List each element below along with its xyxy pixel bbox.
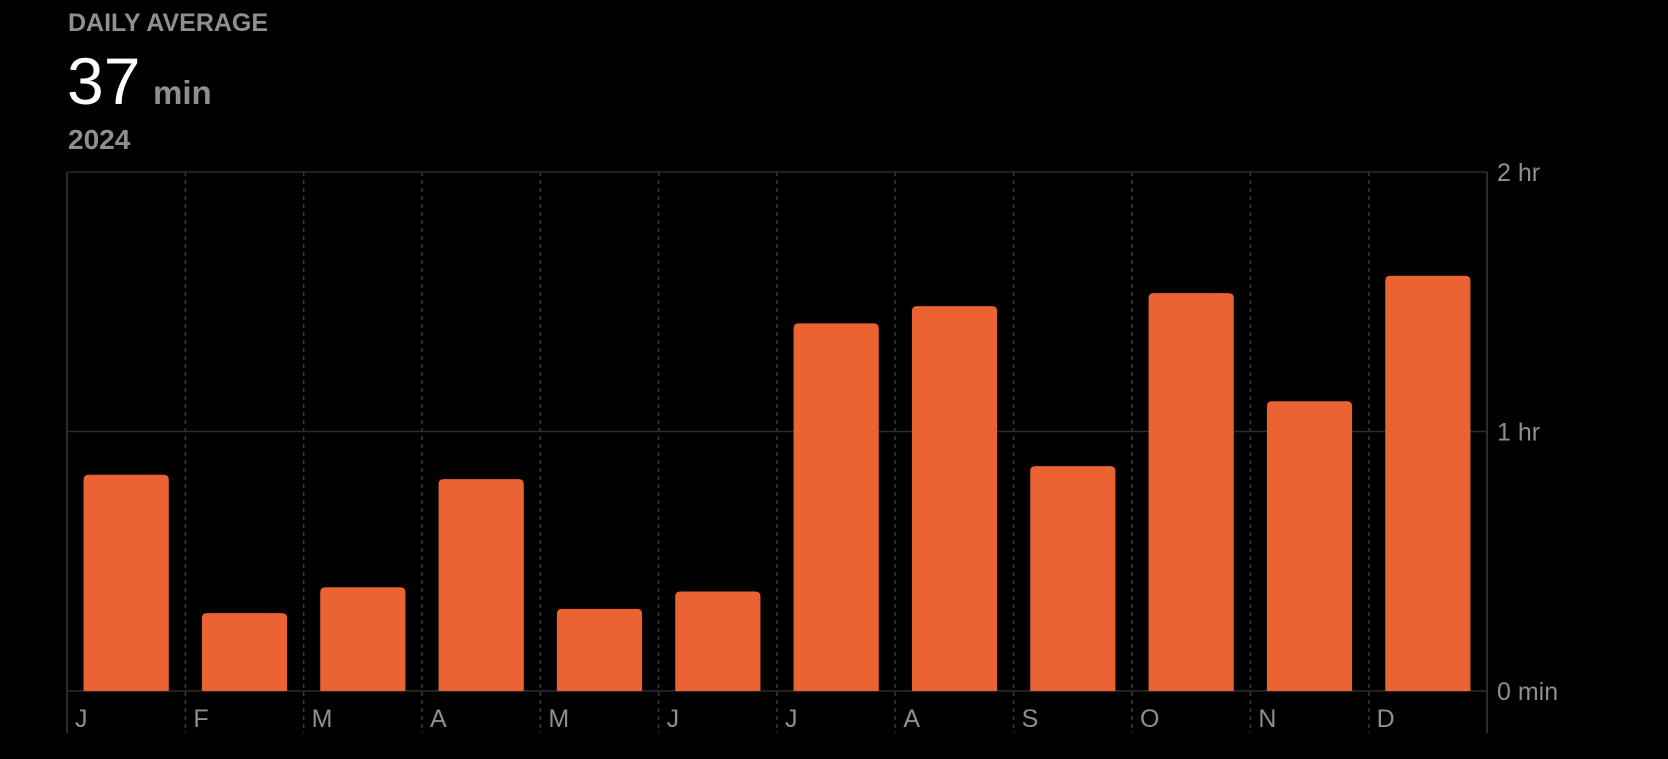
- x-tick-label: M: [548, 705, 569, 733]
- x-tick-label: M: [312, 705, 333, 733]
- summary-label: DAILY AVERAGE: [68, 9, 268, 37]
- y-tick-label: 2 hr: [1497, 159, 1540, 187]
- x-tick-label: J: [75, 705, 88, 733]
- summary-period: 2024: [68, 124, 131, 155]
- bar: [1385, 275, 1471, 691]
- x-tick-label: D: [1377, 705, 1395, 733]
- bar: [201, 613, 288, 691]
- bar: [438, 479, 524, 691]
- bar: [1266, 401, 1353, 691]
- bar: [1030, 466, 1116, 691]
- y-tick-label: 0 min: [1497, 678, 1558, 706]
- y-tick-label: 1 hr: [1497, 419, 1540, 447]
- x-tick-label: J: [667, 705, 680, 733]
- plot: 0 min 1 hr 2 hr J F M A M J J A S O N D: [66, 159, 1558, 733]
- bar: [793, 323, 879, 691]
- x-tick-label: N: [1258, 705, 1276, 733]
- bar: [83, 474, 169, 691]
- bar: [675, 591, 761, 691]
- summary-value: 37: [67, 44, 140, 118]
- x-tick-label: A: [430, 705, 447, 733]
- bar: [556, 608, 643, 691]
- bar: [911, 306, 998, 691]
- summary-unit: min: [153, 74, 212, 111]
- bar: [1148, 293, 1234, 691]
- x-tick-label: F: [193, 705, 208, 733]
- x-tick-label: S: [1022, 705, 1039, 733]
- bar: [320, 587, 406, 691]
- x-tick-label: O: [1140, 705, 1159, 733]
- x-tick-label: J: [785, 705, 798, 733]
- x-tick-label: A: [903, 705, 920, 733]
